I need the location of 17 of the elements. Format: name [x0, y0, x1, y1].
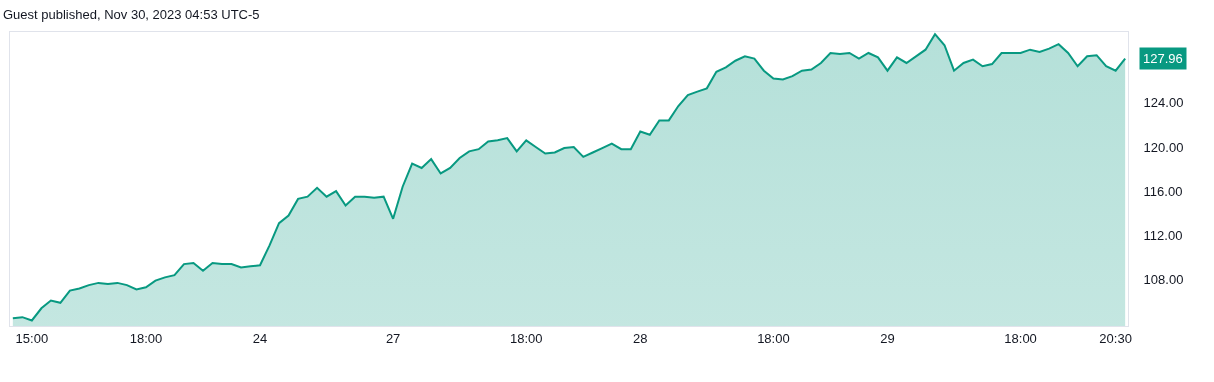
y-tick-label: 112.00: [1143, 227, 1183, 243]
y-tick-label: 108.00: [1143, 272, 1184, 288]
chart-title: Guest published, Nov 30, 2023 04:53 UTC-5: [3, 7, 260, 22]
x-tick-label: 29: [880, 330, 895, 346]
x-tick-label: 27: [385, 330, 401, 346]
x-tick-label: 24: [252, 330, 268, 346]
y-tick-label: 116.00: [1143, 183, 1183, 199]
text: 127.96: [1143, 51, 1183, 66]
y-tick-label: 120.00: [1143, 139, 1184, 155]
x-tick-label: 15:00: [15, 330, 49, 346]
x-tick-label: 18:00: [129, 330, 163, 346]
x-tick-label: 20:30: [1099, 330, 1132, 346]
x-tick-label: 18:00: [1004, 330, 1037, 346]
y-tick-label: 124.00: [1143, 95, 1184, 111]
x-tick-label: 18:00: [509, 330, 543, 346]
x-tick-label: 18:00: [757, 330, 790, 346]
x-tick-label: 28: [633, 330, 648, 346]
